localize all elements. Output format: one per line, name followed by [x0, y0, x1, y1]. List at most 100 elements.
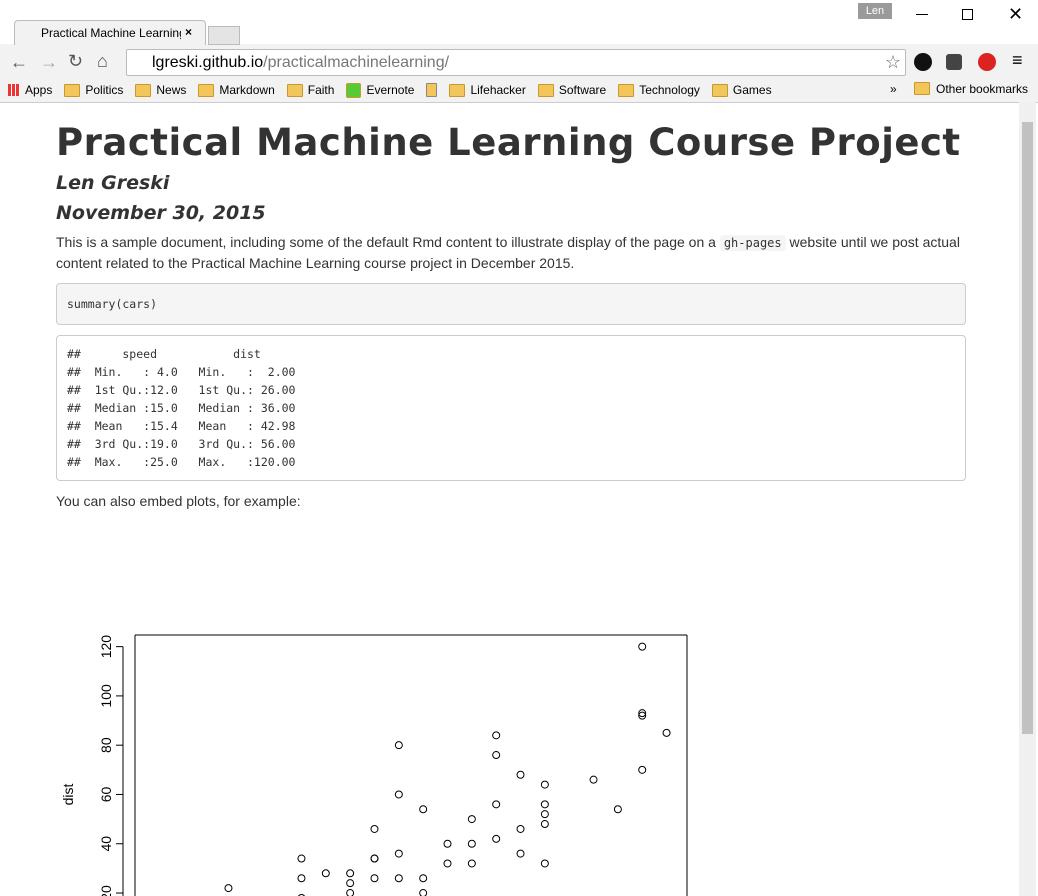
point — [540, 820, 549, 829]
bookmark-label: Apps — [25, 83, 53, 97]
bookmark-icon — [711, 83, 728, 97]
bookmark-icon — [135, 83, 152, 97]
point — [297, 893, 305, 896]
point — [419, 874, 428, 883]
url-host: lgreski.github.io — [152, 54, 264, 71]
output-line: ## 1st Qu.:12.0 1st Qu.: 26.00 — [67, 383, 310, 397]
tab[interactable]: Practical Machine Learning Course Projec… — [14, 20, 206, 45]
other-bookmarks[interactable]: Other bookmarks — [914, 82, 1028, 96]
output-line: ## Mean :15.4 Mean : 42.98 — [67, 419, 310, 433]
point — [540, 859, 549, 868]
output-block: ## speed dist ## Min. : 4.0 Min. : 2.00 … — [56, 335, 966, 481]
bookmark-icon — [346, 82, 362, 98]
point — [394, 790, 403, 799]
home[interactable]: ⌂ — [97, 51, 108, 71]
output-line: ## 3rd Qu.:19.0 3rd Qu.: 56.00 — [67, 437, 310, 451]
extension[interactable] — [978, 53, 996, 71]
url-path: /practicalmachinelearning/ — [263, 54, 450, 71]
bookmark[interactable]: Markdown — [198, 83, 275, 97]
y-tick-label: 60 — [98, 786, 114, 802]
forward[interactable]: → — [40, 52, 58, 72]
bookmark-icon — [64, 83, 81, 97]
y-tick-label: 80 — [98, 737, 114, 753]
scroll-thumb[interactable] — [1022, 122, 1033, 734]
point — [638, 765, 647, 774]
point — [638, 711, 647, 720]
y-tick-label: 100 — [98, 684, 114, 708]
browser-chrome: Practical Machine Learning Course Projec… — [0, 0, 1038, 103]
scatter-plot: 20 40 60 80 100 120 dist — [60, 634, 688, 896]
doc-date: November 30, 2015 — [56, 202, 266, 224]
point — [346, 889, 355, 896]
point — [394, 874, 403, 883]
doc-author: Len Greski — [56, 172, 170, 194]
bookmark-label: News — [156, 83, 187, 97]
point — [638, 642, 647, 651]
bookmark-label: Evernote — [366, 83, 415, 97]
point — [613, 805, 622, 814]
bookmark-icon — [286, 83, 303, 97]
tab-bar: Practical Machine Learning Course Projec… — [0, 0, 1038, 45]
point — [516, 824, 525, 833]
menu[interactable]: ≡ — [1012, 50, 1023, 70]
point — [370, 874, 379, 883]
y-tick-label: 120 — [98, 635, 114, 659]
point — [467, 839, 476, 848]
bookmark[interactable]: Software — [537, 83, 607, 97]
bookmark-label: Games — [732, 83, 772, 97]
point — [370, 824, 379, 833]
close[interactable]: ✕ — [1008, 4, 1024, 24]
bookmark-icon — [618, 83, 635, 97]
bookmark-label: Software — [558, 83, 607, 97]
point — [492, 751, 501, 760]
point — [662, 728, 671, 737]
bookmark[interactable]: Evernote — [346, 82, 415, 98]
text: website until we post actual content rel… — [56, 234, 960, 271]
point — [467, 859, 476, 868]
bookmark[interactable] — [426, 83, 438, 97]
y-tick-label: 20 — [98, 885, 114, 896]
point — [492, 731, 501, 740]
code-block: summary(cars) — [56, 283, 966, 325]
new-tab[interactable] — [208, 26, 240, 45]
point — [540, 800, 549, 809]
text: This is a sample document, including som… — [56, 234, 716, 250]
point — [370, 854, 379, 863]
bookmark[interactable]: Politics — [64, 83, 123, 97]
reload[interactable]: ↻ — [68, 51, 84, 71]
bookmarks-overflow[interactable]: » — [890, 82, 897, 96]
bookmark[interactable]: Faith — [286, 83, 334, 97]
inline-code: gh-pages — [719, 235, 786, 251]
point — [492, 834, 501, 843]
minimize[interactable] — [916, 14, 928, 15]
user-badge[interactable]: Len — [858, 3, 892, 19]
bookmark-icon — [426, 83, 438, 97]
output-line: ## Median :15.0 Median : 36.00 — [67, 401, 310, 415]
bookmark[interactable]: News — [135, 83, 186, 97]
extension[interactable] — [914, 53, 932, 71]
scrollbar[interactable] — [1019, 102, 1036, 896]
point — [297, 854, 306, 863]
point — [540, 810, 549, 819]
point — [492, 800, 501, 809]
bookmark-label: Technology — [639, 83, 700, 97]
maximize[interactable] — [962, 9, 973, 20]
point — [321, 869, 330, 878]
point — [297, 874, 306, 883]
intro: This is a sample document, including som… — [56, 232, 966, 273]
tab-title: Practical Machine Learning Course Projec… — [41, 26, 181, 40]
point — [419, 889, 428, 896]
bookmark-icon — [8, 84, 20, 96]
bookmark[interactable]: Games — [711, 83, 772, 97]
extension[interactable] — [946, 54, 962, 70]
other-bookmarks-label: Other bookmarks — [936, 82, 1029, 96]
bookmark-icon — [198, 83, 215, 97]
bookmark[interactable]: Apps — [8, 83, 52, 97]
bookmark[interactable]: Technology — [618, 83, 700, 97]
bookmark[interactable]: Lifehacker — [449, 83, 526, 97]
address-bar[interactable]: lgreski.github.io/practicalmachinelearni… — [126, 49, 906, 76]
point — [394, 741, 403, 750]
point — [346, 879, 355, 888]
back[interactable]: ← — [10, 52, 28, 72]
